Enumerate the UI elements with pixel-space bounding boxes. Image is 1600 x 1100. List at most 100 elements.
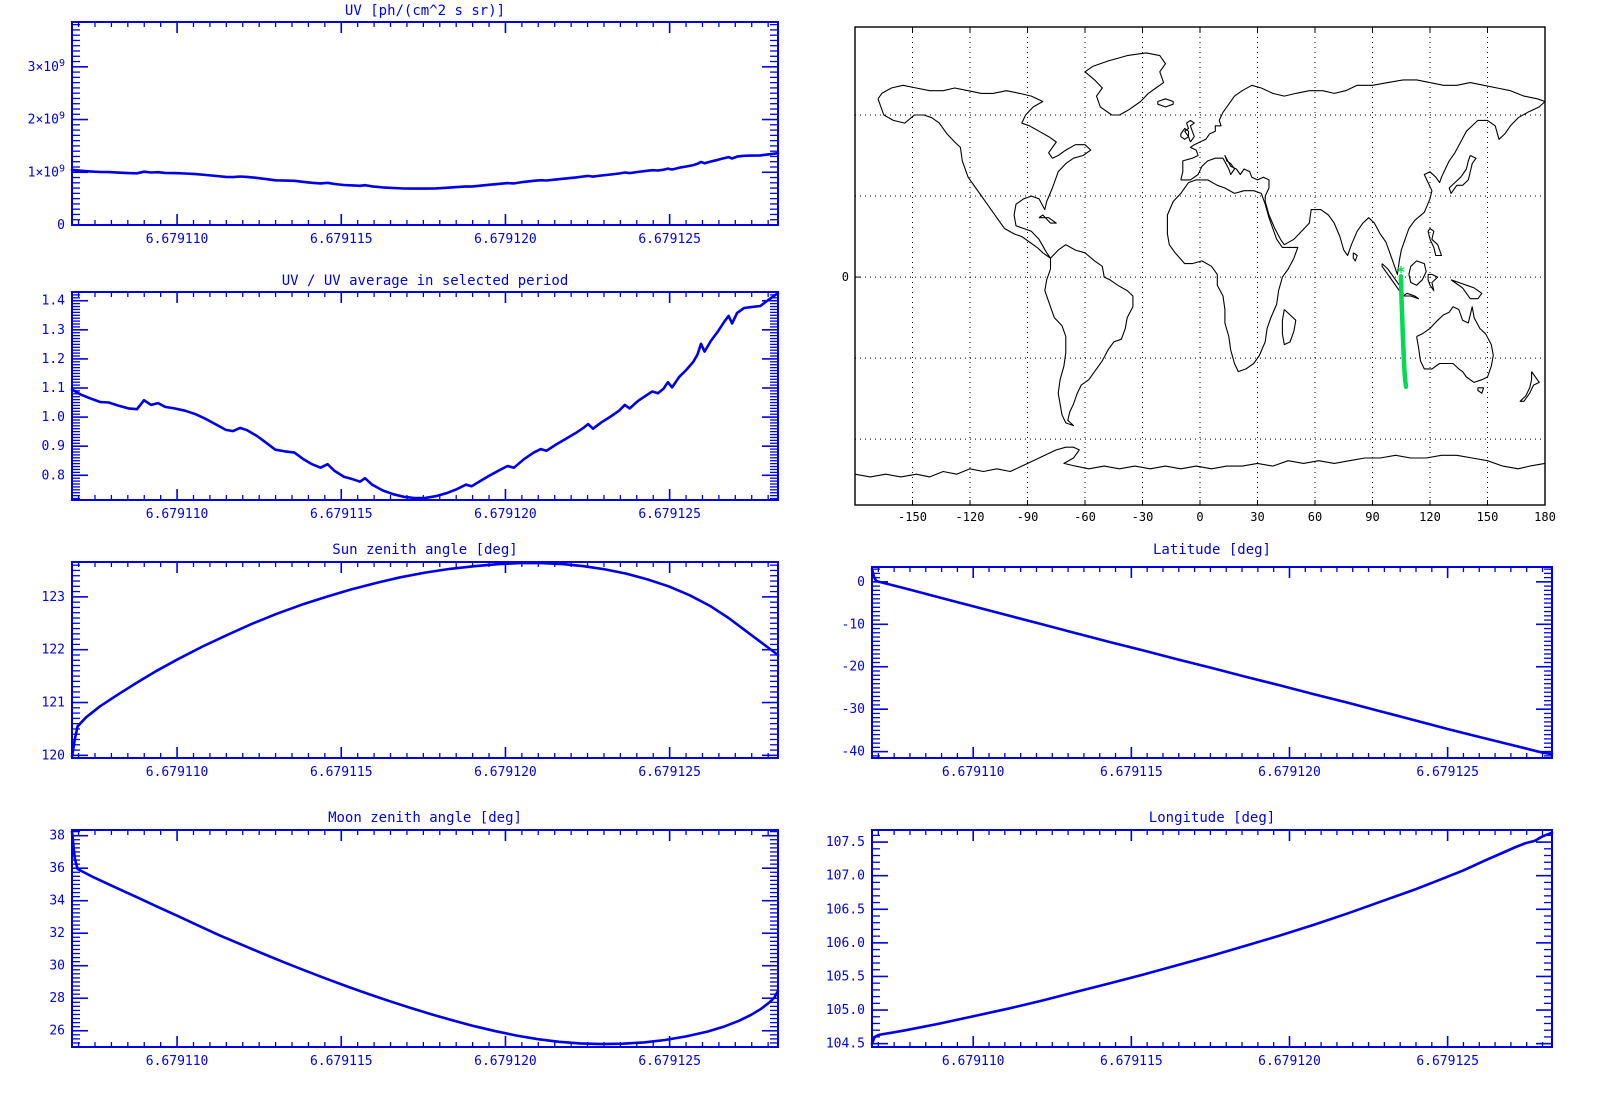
svg-text:0: 0 — [857, 575, 865, 590]
svg-text:107.5: 107.5 — [826, 835, 865, 850]
coastline — [1427, 273, 1439, 292]
svg-text:-90: -90 — [1017, 510, 1039, 524]
svg-text:6.679125: 6.679125 — [1416, 765, 1479, 780]
svg-text:2×109: 2×109 — [28, 111, 65, 128]
svg-text:1.3: 1.3 — [42, 323, 65, 338]
coastline — [1166, 179, 1299, 373]
svg-text:120: 120 — [1419, 510, 1441, 524]
plot-mza: 6.679110 6.679115 6.679120 6.679125 26 28 30 32… — [49, 829, 780, 1069]
plot-ratio: 6.679110 6.679115 6.679120 6.679125 0.8 0.9 1.… — [42, 291, 780, 522]
svg-text:0.9: 0.9 — [42, 439, 65, 454]
generated-plots: 6.679110 6.679115 6.679120 6.679125 0 1×109 2×… — [28, 21, 1556, 1069]
svg-text:6.679120: 6.679120 — [474, 507, 537, 522]
coastline — [854, 446, 1546, 478]
svg-text:104.5: 104.5 — [826, 1037, 865, 1052]
svg-text:6.679115: 6.679115 — [310, 765, 373, 780]
svg-text:106.5: 106.5 — [826, 902, 865, 917]
svg-text:30: 30 — [49, 959, 65, 974]
mza-curve — [70, 830, 780, 1046]
svg-text:6.679115: 6.679115 — [1100, 765, 1163, 780]
svg-text:1.0: 1.0 — [42, 410, 65, 425]
coastline — [1038, 214, 1057, 224]
map-panel: -150 -120 -90 -60 -30 0 30 60 90 120 150 180 0 * — [842, 26, 1556, 524]
svg-text:6.679110: 6.679110 — [146, 765, 209, 780]
svg-text:6.679120: 6.679120 — [474, 765, 537, 780]
svg-text:-120: -120 — [956, 510, 985, 524]
svg-text:-60: -60 — [1074, 510, 1096, 524]
svg-text:-150: -150 — [898, 510, 927, 524]
svg-text:1.4: 1.4 — [42, 294, 66, 309]
coastline — [877, 84, 1092, 259]
svg-text:6.679115: 6.679115 — [310, 232, 373, 247]
svg-text:6.679110: 6.679110 — [146, 507, 209, 522]
plot-title-latitude: Latitude [deg] — [1153, 542, 1271, 558]
uv-curve — [70, 151, 780, 190]
coastline — [1157, 98, 1174, 108]
svg-text:6.679115: 6.679115 — [310, 507, 373, 522]
svg-text:6.679110: 6.679110 — [146, 232, 209, 247]
coastline — [1427, 228, 1443, 257]
coastline — [1448, 155, 1477, 194]
plot-title-ratio: UV / UV average in selected period — [282, 273, 569, 289]
svg-text:1×109: 1×109 — [28, 163, 65, 180]
lon-curve — [870, 831, 1554, 1045]
svg-text:6.679115: 6.679115 — [1100, 1054, 1163, 1069]
plot-title-uv: UV [ph/(cm^2 s sr)] — [345, 3, 505, 19]
svg-text:3×109: 3×109 — [28, 58, 65, 75]
svg-text:121: 121 — [42, 696, 65, 711]
svg-text:120: 120 — [42, 748, 65, 763]
coastline — [1184, 119, 1195, 143]
ratio-curve — [70, 291, 780, 500]
plot-uv: 6.679110 6.679115 6.679120 6.679125 0 1×109 2×… — [28, 21, 780, 247]
svg-text:0.8: 0.8 — [42, 468, 65, 483]
svg-text:30: 30 — [1250, 510, 1264, 524]
svg-text:-10: -10 — [842, 617, 865, 632]
coastline — [1408, 260, 1427, 286]
svg-text:-40: -40 — [842, 745, 865, 760]
coastline — [1477, 387, 1485, 394]
ground-track — [1398, 274, 1409, 389]
svg-text:1.1: 1.1 — [42, 381, 65, 396]
sza-curve — [70, 561, 780, 759]
coastline — [1044, 244, 1134, 427]
svg-text:123: 123 — [42, 590, 65, 605]
svg-text:90: 90 — [1365, 510, 1379, 524]
svg-text:180: 180 — [1534, 510, 1556, 524]
svg-text:6.679120: 6.679120 — [1258, 765, 1321, 780]
coastline — [1281, 309, 1297, 346]
svg-text:105.5: 105.5 — [826, 969, 865, 984]
svg-text:6.679125: 6.679125 — [638, 507, 701, 522]
coastline — [1180, 79, 1546, 275]
plot-lon: 6.679110 6.679115 6.679120 6.679125 104.5 105… — [826, 829, 1554, 1069]
svg-text:-20: -20 — [842, 660, 865, 675]
svg-text:6.679120: 6.679120 — [1258, 1054, 1321, 1069]
svg-text:6.679125: 6.679125 — [638, 765, 701, 780]
svg-text:34: 34 — [49, 894, 65, 909]
coastline — [1180, 127, 1190, 140]
svg-text:60: 60 — [1308, 510, 1322, 524]
svg-text:122: 122 — [42, 643, 65, 658]
svg-text:6.679125: 6.679125 — [1416, 1054, 1479, 1069]
coastline — [1450, 279, 1483, 300]
track-start-marker: * — [1396, 263, 1405, 281]
svg-text:36: 36 — [49, 861, 65, 876]
svg-text:38: 38 — [49, 829, 65, 844]
svg-text:0: 0 — [842, 270, 849, 284]
svg-text:-30: -30 — [842, 702, 865, 717]
svg-text:32: 32 — [49, 926, 65, 941]
plot-title-sun-zenith: Sun zenith angle [deg] — [332, 542, 517, 558]
svg-text:6.679110: 6.679110 — [942, 765, 1005, 780]
svg-text:106.0: 106.0 — [826, 936, 865, 951]
svg-text:6.679120: 6.679120 — [474, 232, 537, 247]
svg-text:6.679125: 6.679125 — [638, 1054, 701, 1069]
plot-lat: 6.679110 6.679115 6.679120 6.679125 0 -10 -20 -… — [842, 566, 1554, 780]
svg-text:28: 28 — [49, 991, 65, 1006]
coastline — [1519, 371, 1540, 402]
coastline — [1084, 52, 1167, 116]
plot-title-longitude: Longitude [deg] — [1149, 810, 1275, 826]
svg-text:26: 26 — [49, 1024, 65, 1039]
svg-text:6.679110: 6.679110 — [942, 1054, 1005, 1069]
svg-text:1.2: 1.2 — [42, 352, 65, 367]
